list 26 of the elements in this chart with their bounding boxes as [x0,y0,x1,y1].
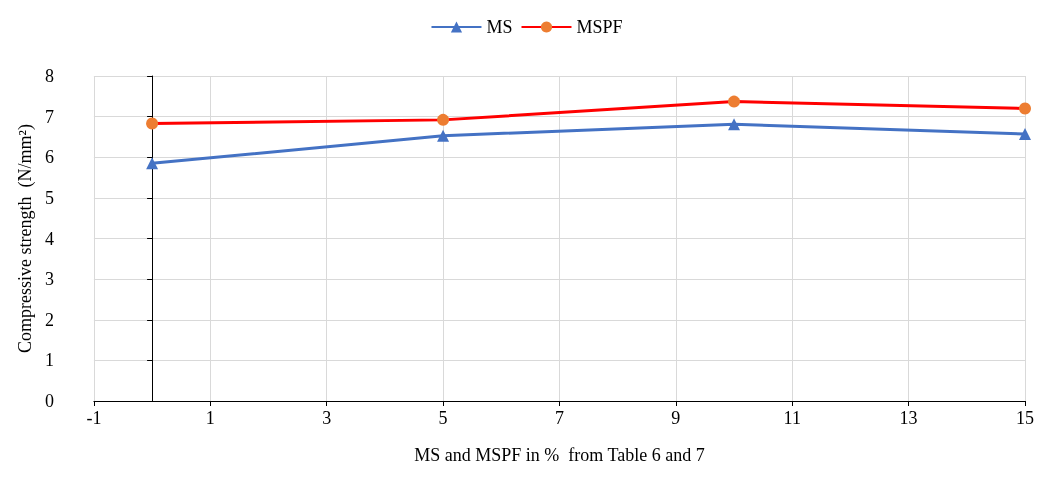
y-tick-label: 8 [44,66,54,86]
y-tick-label: 5 [44,187,54,208]
x-tick-label: 15 [1016,408,1034,428]
y-tick-label: 0 [44,391,54,411]
y-tick-label: 7 [44,106,54,127]
y-tick-label: 4 [44,228,54,249]
x-tick-label: 11 [783,408,801,428]
x-tick-label: 9 [671,408,681,428]
point [728,118,741,131]
y-tick-label: 1 [44,350,54,371]
x-tick-label: 5 [438,408,448,428]
x-tick-label: 7 [554,408,564,428]
y-axis-title: Compressive strength (N/mm²) [15,124,36,353]
x-tick-label: 13 [899,408,918,428]
point [437,129,450,142]
x-tick-label: 1 [205,408,215,428]
x-axis-title: MS and MSPF in % from Table 6 and 7 [414,445,705,465]
y-tick-label: 2 [44,309,54,330]
point [1019,128,1031,141]
point [146,157,159,170]
y-tick-label: 6 [44,147,54,168]
y-tick-label: 3 [44,269,54,290]
legend-label: MSPF [576,17,623,37]
legend-label: MS [486,17,513,37]
x-tick-label: -1 [86,408,102,428]
x-tick-label: 3 [322,408,332,428]
